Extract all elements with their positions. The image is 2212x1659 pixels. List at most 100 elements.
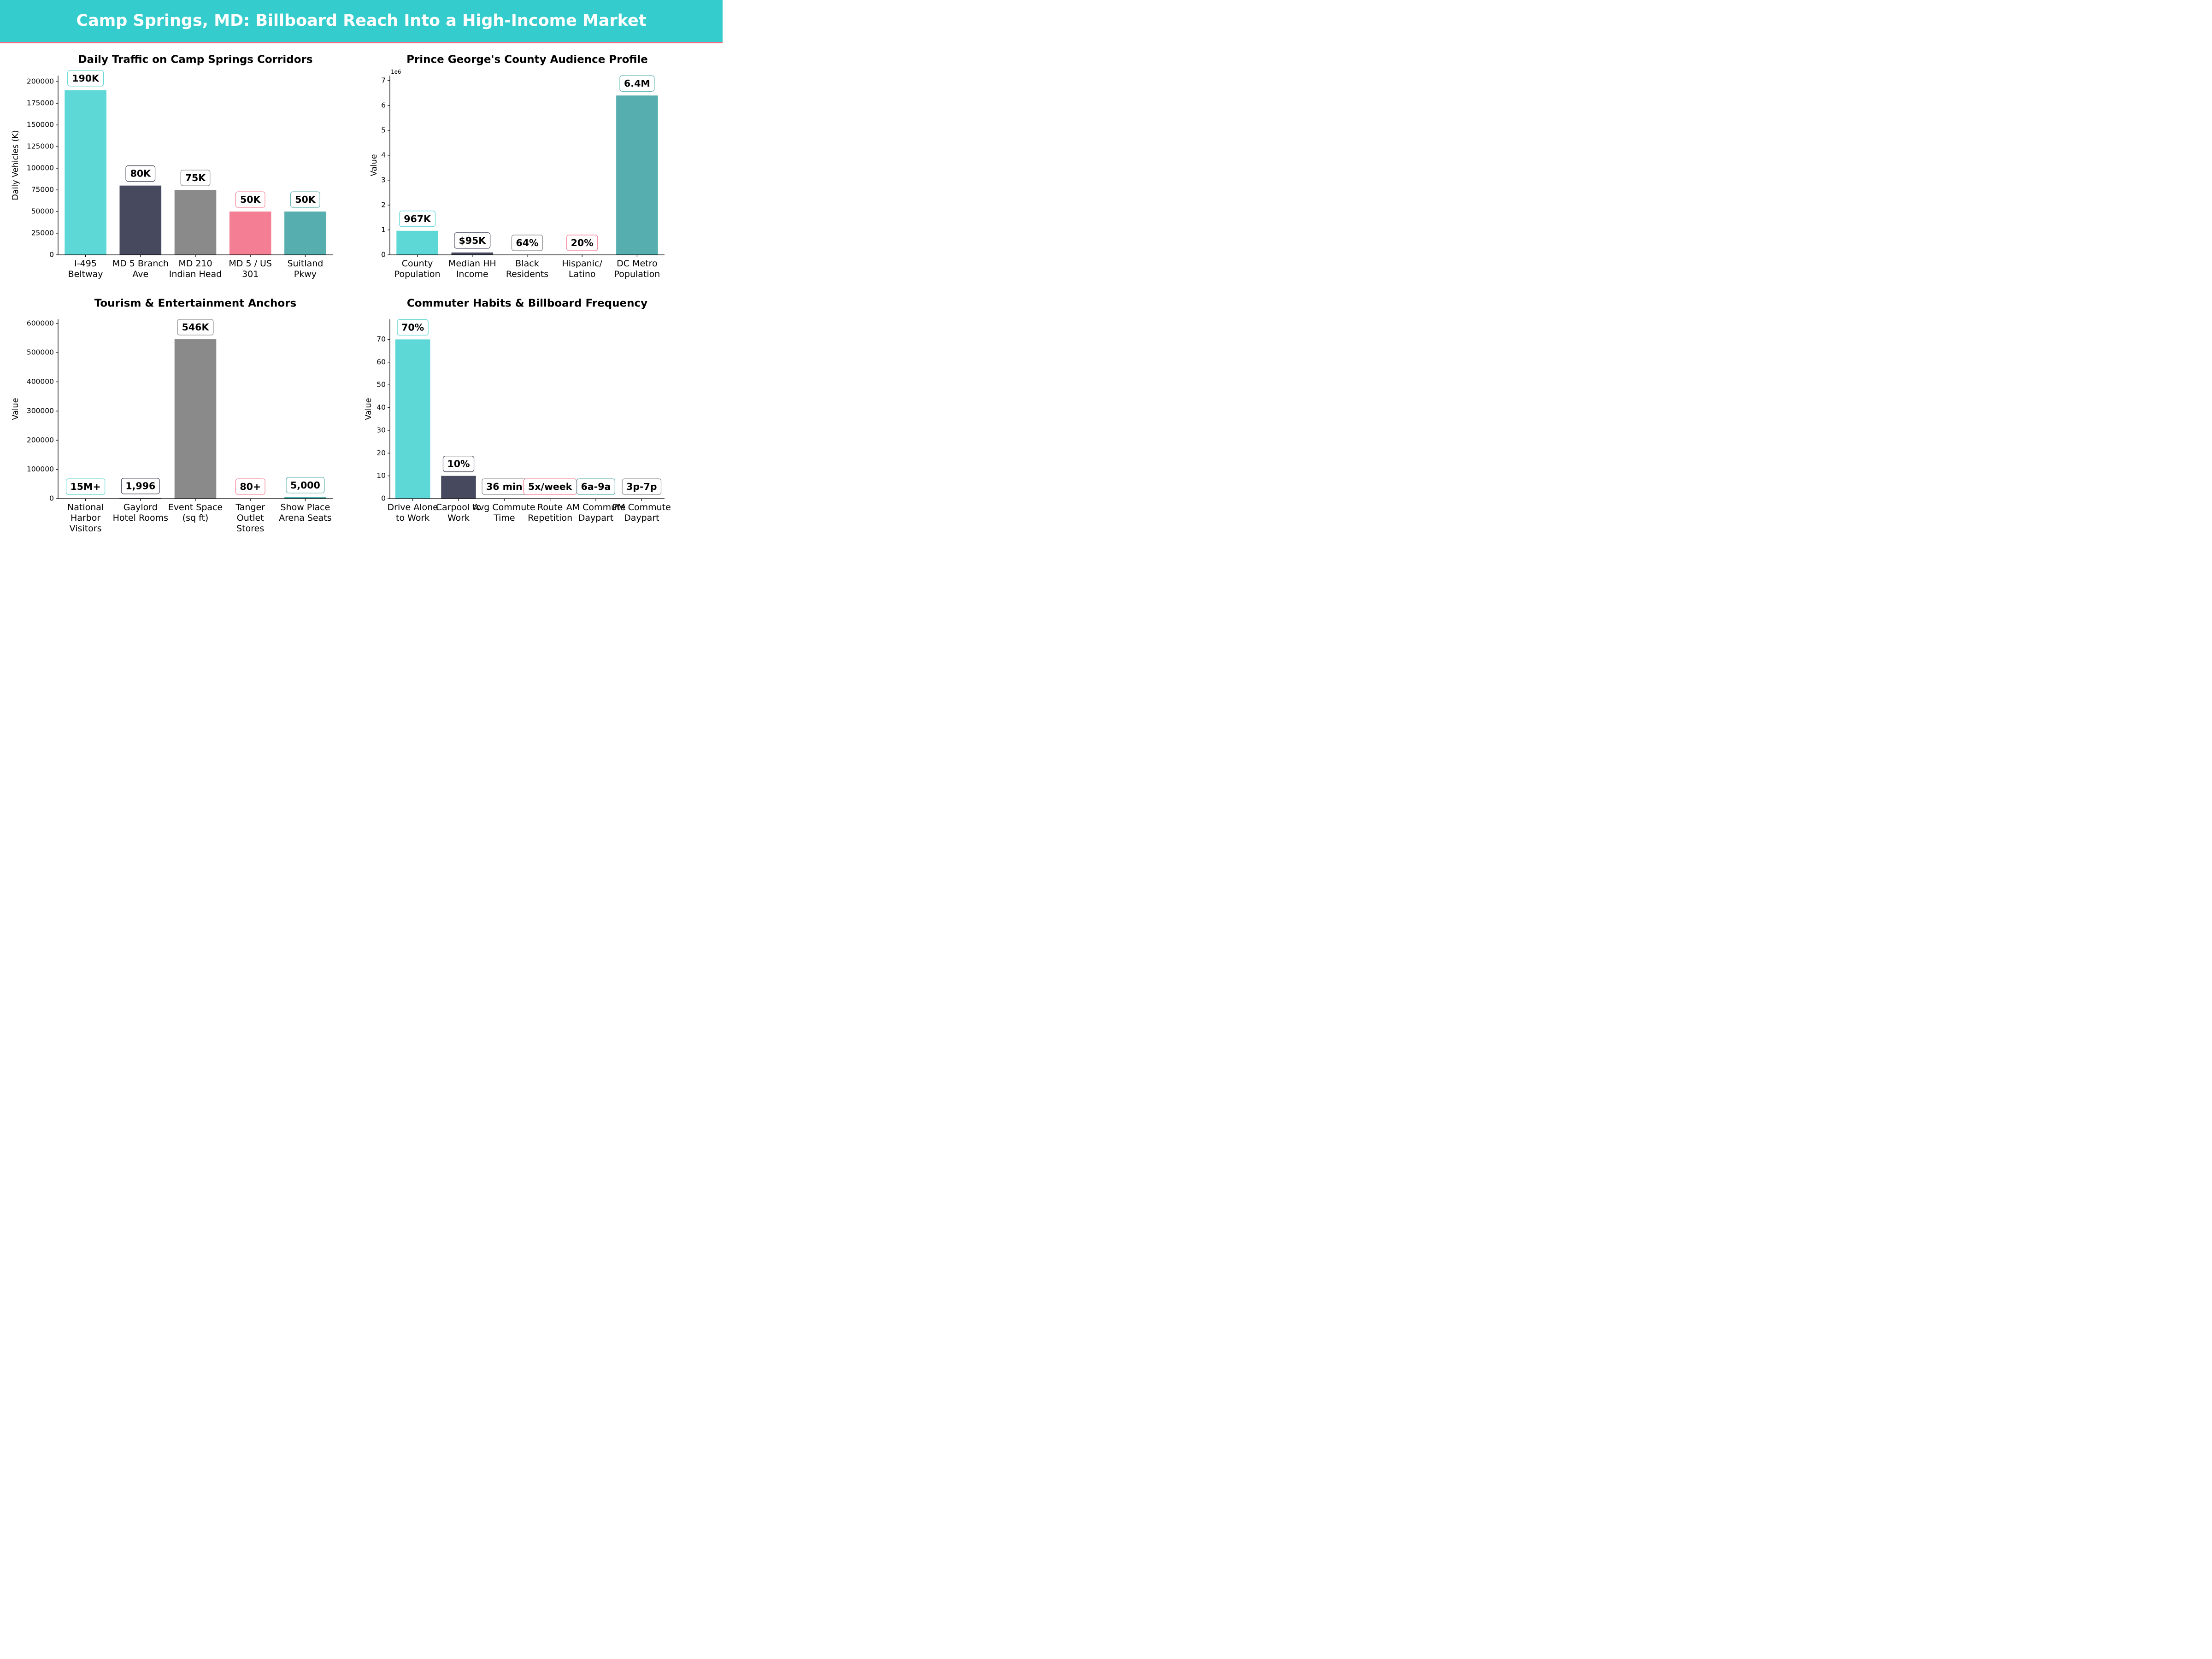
x-tick-label: Tanger Outlet Stores <box>235 502 265 534</box>
data-label: 1,996 <box>121 478 160 494</box>
data-label: 75K <box>180 170 211 186</box>
x-tick-label: Show Place Arena Seats <box>279 502 332 523</box>
y-tick-label: 150000 <box>27 121 54 129</box>
data-label: 6.4M <box>619 75 655 92</box>
data-label: 80+ <box>235 478 265 495</box>
bar <box>174 339 217 499</box>
y-tick-label: 100000 <box>27 164 54 172</box>
y-tick-label: 75000 <box>31 186 54 194</box>
y-tick-label: 40 <box>377 403 386 412</box>
data-label: 15M+ <box>65 478 106 495</box>
data-label: 36 min <box>482 478 527 495</box>
x-tick-label: Route Repetition <box>528 502 572 523</box>
svg-text:190K: 190K <box>72 73 100 84</box>
data-label: 546K <box>177 319 214 335</box>
data-label: 20% <box>566 235 598 251</box>
bar <box>119 185 162 255</box>
svg-text:$95K: $95K <box>459 235 486 246</box>
x-tick-label: MD 5 Branch Ave <box>112 259 169 279</box>
y-tick-label: 200000 <box>27 77 54 86</box>
svg-text:70%: 70% <box>401 322 424 333</box>
x-tick-label: County Population <box>394 259 441 279</box>
bar <box>284 212 326 255</box>
chart-title: Commuter Habits & Billboard Frequency <box>407 298 647 310</box>
chart-title: Prince George's County Audience Profile <box>406 54 648 66</box>
data-label: 6a-9a <box>577 478 615 495</box>
x-tick-label: Event Space (sq ft) <box>168 502 223 523</box>
bar <box>396 230 438 255</box>
x-tick-label: Gaylord Hotel Rooms <box>113 502 168 523</box>
svg-text:5x/week: 5x/week <box>528 481 573 492</box>
svg-text:50K: 50K <box>295 194 316 205</box>
svg-text:5,000: 5,000 <box>290 480 320 491</box>
data-label: $95K <box>454 232 491 249</box>
x-tick-label: Carpool to Work <box>436 502 481 523</box>
data-label: 80K <box>125 165 156 182</box>
x-tick-label: Suitland Pkwy <box>287 259 323 279</box>
svg-text:1,996: 1,996 <box>125 481 155 492</box>
svg-text:967K: 967K <box>404 213 431 224</box>
svg-text:6.4M: 6.4M <box>624 78 650 89</box>
y-tick-label: 1 <box>381 225 386 234</box>
bar <box>229 212 271 255</box>
bar <box>441 476 476 499</box>
x-tick-label: PM Commute Daypart <box>612 502 671 523</box>
svg-text:6a-9a: 6a-9a <box>581 481 611 492</box>
y-tick-label: 70 <box>377 335 386 343</box>
x-tick-label: I-495 Beltway <box>68 259 103 279</box>
chart-title: Daily Traffic on Camp Springs Corridors <box>78 54 312 66</box>
y-tick-label: 6 <box>381 101 386 109</box>
charts-canvas: Daily Traffic on Camp Springs Corridors D… <box>11 54 671 534</box>
y-tick-label: 125000 <box>27 142 54 151</box>
svg-text:80+: 80+ <box>240 481 261 492</box>
x-tick-label: Hispanic/Latino <box>562 259 603 279</box>
x-tick-label: Drive Alone to Work <box>388 502 438 523</box>
y-axis-label: Value <box>11 398 20 420</box>
chart-panel-1: Daily Traffic on Camp Springs Corridors D… <box>11 54 333 279</box>
y-tick-label: 100000 <box>27 465 54 473</box>
data-label: 5,000 <box>286 477 325 494</box>
y-tick-label: 2 <box>381 200 386 209</box>
y-tick-label: 600000 <box>27 319 54 327</box>
y-tick-label: 400000 <box>27 377 54 386</box>
x-tick-label: AM Commute Daypart <box>566 502 626 523</box>
data-label: 64% <box>511 235 543 251</box>
bar <box>451 252 494 255</box>
svg-text:15M+: 15M+ <box>71 481 101 492</box>
data-label: 10% <box>442 456 475 472</box>
data-label: 3p-7p <box>622 478 662 495</box>
x-tick-label: Median HH Income <box>448 259 496 279</box>
y-tick-label: 0 <box>381 251 386 259</box>
y-tick-label: 3 <box>381 176 386 184</box>
svg-text:36 min: 36 min <box>486 481 523 492</box>
y-tick-label: 50000 <box>31 207 54 216</box>
x-tick-label: Black Residents <box>506 259 548 279</box>
y-axis-offset: 1e6 <box>391 69 401 75</box>
y-tick-label: 0 <box>49 494 54 503</box>
y-tick-label: 175000 <box>27 99 54 107</box>
data-label: 967K <box>399 211 436 227</box>
y-tick-label: 60 <box>377 358 386 366</box>
svg-text:20%: 20% <box>571 237 594 248</box>
data-label: 5x/week <box>523 478 577 495</box>
chart-panel-4: Commuter Habits & Billboard Frequency Val… <box>364 298 671 524</box>
data-label: 50K <box>290 191 320 208</box>
svg-text:10%: 10% <box>447 459 470 470</box>
chart-title: Tourism & Entertainment Anchors <box>94 298 297 310</box>
svg-text:546K: 546K <box>182 322 210 333</box>
y-tick-label: 30 <box>377 426 386 434</box>
header-banner: Camp Springs, MD: Billboard Reach Into a… <box>0 0 723 43</box>
y-tick-label: 200000 <box>27 436 54 444</box>
bar <box>284 497 326 499</box>
chart-panel-2: Prince George's County Audience Profile V… <box>370 54 665 279</box>
chart-panel-3: Tourism & Entertainment Anchors Value 0 100… <box>11 298 333 534</box>
y-tick-label: 0 <box>49 251 54 259</box>
x-tick-label: MD 5 / US 301 <box>229 259 272 279</box>
svg-text:3p-7p: 3p-7p <box>626 481 657 492</box>
bar <box>65 90 106 255</box>
y-axis-label: Value <box>364 398 373 420</box>
x-tick-label: MD 210 Indian Head <box>169 259 222 279</box>
data-label: 70% <box>397 319 429 336</box>
y-tick-label: 500000 <box>27 348 54 357</box>
y-tick-label: 0 <box>381 494 386 503</box>
